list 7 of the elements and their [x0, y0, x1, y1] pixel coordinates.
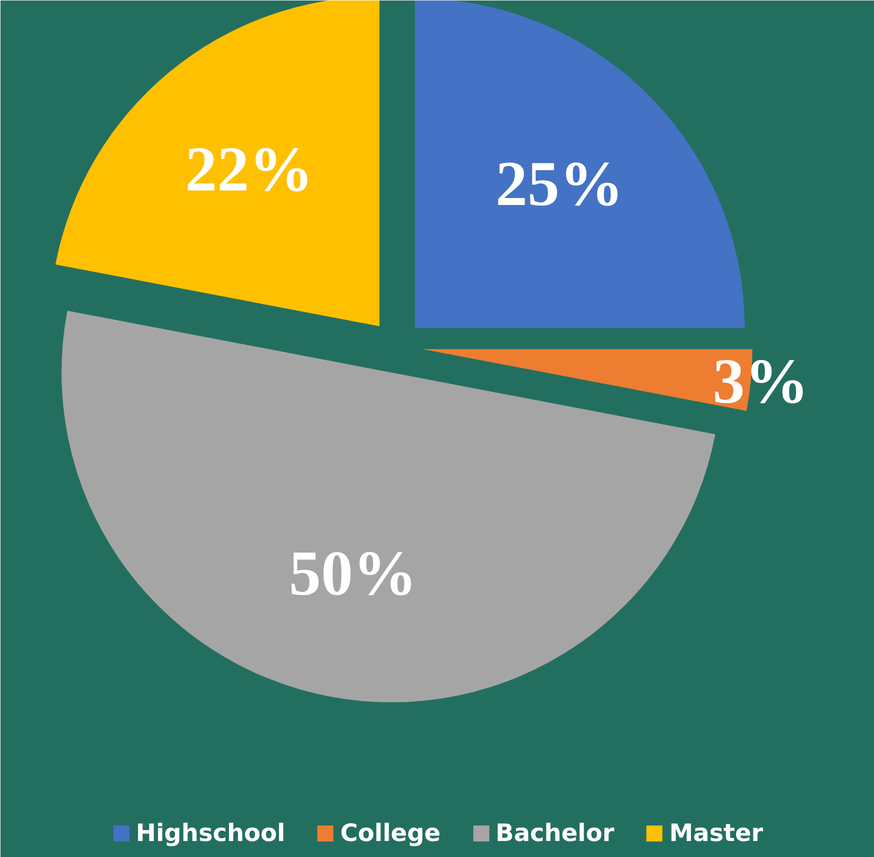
legend-label: Bachelor: [496, 819, 614, 847]
data-label: 50%: [289, 538, 418, 609]
data-label: 25%: [496, 148, 624, 219]
data-label: 22%: [185, 133, 314, 204]
legend-label: Highschool: [136, 819, 286, 847]
legend-label: Master: [669, 819, 764, 847]
legend-label: College: [340, 819, 441, 847]
